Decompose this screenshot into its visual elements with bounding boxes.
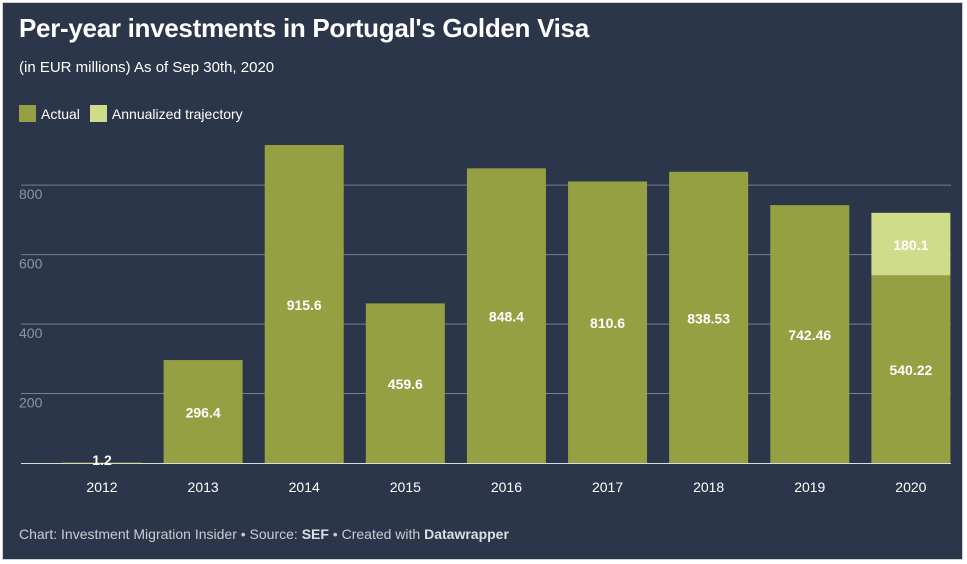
x-tick-label-2018: 2018 [693, 479, 724, 495]
footer-source: SEF [301, 526, 329, 542]
data-label-actual-2014: 915.6 [287, 297, 322, 313]
data-label-actual-2016: 848.4 [489, 309, 524, 325]
x-tick-label-2013: 2013 [188, 479, 219, 495]
footer-prefix: Chart: Investment Migration Insider • So… [19, 526, 302, 542]
bar-chart: 200 400 600 800 1.2 2012 296.4 2013 915.6 2014 459… [19, 145, 951, 495]
chart-legend: Actual Annualized trajectory [19, 105, 253, 122]
data-label-actual-2018: 838.53 [687, 310, 730, 326]
x-tick-label-2020: 2020 [895, 479, 926, 495]
bar-actual-2019 [770, 205, 850, 463]
data-label-annualized-2020: 180.1 [893, 237, 928, 253]
legend-swatch-actual [19, 105, 36, 122]
data-label-actual-2015: 459.6 [388, 376, 423, 392]
x-tick-label-2015: 2015 [390, 479, 421, 495]
bar-actual-2016 [466, 168, 546, 463]
chart-footer: Chart: Investment Migration Insider • So… [19, 526, 509, 542]
x-tick-label-2017: 2017 [592, 479, 623, 495]
legend-item-annualized: Annualized trajectory [89, 105, 243, 122]
y-tick-label-200: 200 [19, 395, 43, 411]
data-label-actual-2017: 810.6 [590, 315, 625, 331]
data-label-actual-2012: 1.2 [92, 452, 112, 468]
chart-subtitle: (in EUR millions) As of Sep 30th, 2020 [19, 59, 275, 76]
bar-actual-2013 [163, 360, 243, 463]
footer-tool: Datawrapper [424, 526, 509, 542]
legend-label-annualized: Annualized trajectory [111, 105, 243, 122]
x-tick-label-2019: 2019 [794, 479, 825, 495]
legend-swatch-annualized [89, 105, 107, 122]
x-tick-label-2014: 2014 [289, 479, 320, 495]
x-tick-label-2012: 2012 [86, 479, 117, 495]
y-tick-label-800: 800 [19, 186, 43, 202]
bar-actual-2014 [264, 145, 344, 463]
bar-actual-2017 [568, 181, 648, 463]
bar-actual-2020 [871, 275, 951, 463]
bar-actual-2012 [62, 462, 142, 464]
bar-actual-2015 [365, 303, 445, 463]
data-label-actual-2019: 742.46 [788, 327, 831, 343]
y-tick-label-400: 400 [19, 325, 43, 341]
bar-actual-2018 [669, 171, 749, 463]
chart-title: Per-year investments in Portugal's Golde… [19, 13, 589, 43]
legend-item-actual: Actual [19, 105, 80, 122]
footer-middle: • Created with [328, 526, 425, 542]
data-label-actual-2020: 540.22 [889, 362, 932, 378]
x-tick-label-2016: 2016 [491, 479, 522, 495]
bar-annualized-2020 [871, 212, 951, 276]
y-tick-label-600: 600 [19, 256, 43, 272]
data-label-actual-2013: 296.4 [186, 405, 221, 421]
legend-label-actual: Actual [41, 105, 80, 122]
